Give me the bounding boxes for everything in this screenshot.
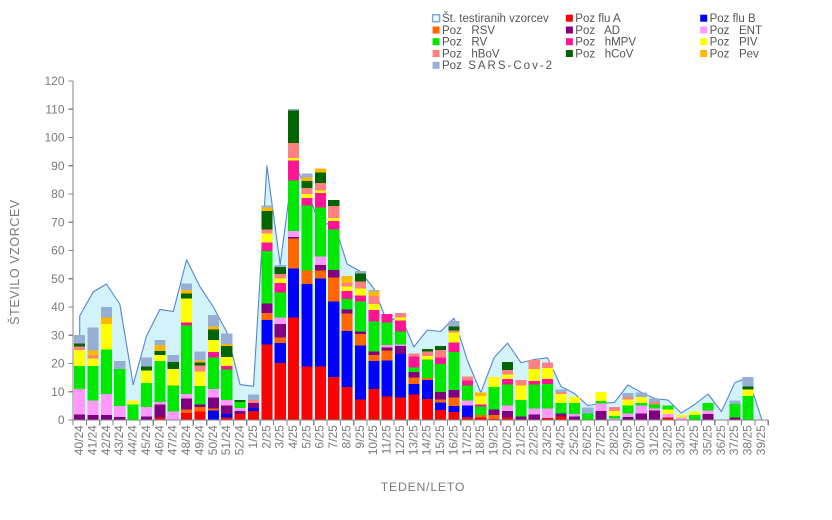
svg-text:30: 30 xyxy=(51,328,65,342)
svg-text:25/25: 25/25 xyxy=(567,425,581,455)
svg-text:48/24: 48/24 xyxy=(179,425,193,455)
svg-text:15/25: 15/25 xyxy=(433,425,447,455)
svg-text:Poz PIV: Poz PIV xyxy=(710,37,758,49)
svg-text:35/25: 35/25 xyxy=(701,425,715,455)
svg-text:33/25: 33/25 xyxy=(674,425,688,455)
svg-text:23/25: 23/25 xyxy=(540,425,554,455)
svg-text:110: 110 xyxy=(45,102,64,116)
svg-text:10/25: 10/25 xyxy=(366,425,380,455)
svg-text:10: 10 xyxy=(51,385,65,399)
svg-text:3/25: 3/25 xyxy=(273,425,287,449)
svg-text:38/25: 38/25 xyxy=(741,425,755,455)
svg-text:100: 100 xyxy=(44,131,64,145)
svg-text:47/24: 47/24 xyxy=(166,425,180,455)
svg-text:Poz RV: Poz RV xyxy=(442,37,487,49)
svg-text:16/25: 16/25 xyxy=(446,425,460,455)
svg-text:18/25: 18/25 xyxy=(473,425,487,455)
svg-text:7/25: 7/25 xyxy=(326,425,340,449)
svg-text:60: 60 xyxy=(51,244,65,258)
svg-text:8/25: 8/25 xyxy=(340,425,354,449)
svg-text:Poz RSV: Poz RSV xyxy=(442,25,495,37)
svg-text:0: 0 xyxy=(58,413,65,427)
svg-text:Poz SARS-Cov-2: Poz SARS-Cov-2 xyxy=(442,60,554,72)
svg-text:ŠTEVILO VZORCEV: ŠTEVILO VZORCEV xyxy=(7,199,22,325)
svg-text:Poz flu B: Poz flu B xyxy=(710,13,756,25)
svg-text:43/24: 43/24 xyxy=(112,425,126,455)
svg-text:39/25: 39/25 xyxy=(754,425,768,455)
svg-text:19/25: 19/25 xyxy=(487,425,501,455)
svg-text:Poz hMPV: Poz hMPV xyxy=(575,37,636,49)
svg-text:2/25: 2/25 xyxy=(259,425,273,449)
svg-text:Št. testiranih vzorcev: Št. testiranih vzorcev xyxy=(442,12,549,25)
svg-text:Poz ENT: Poz ENT xyxy=(710,25,762,37)
svg-text:49/24: 49/24 xyxy=(192,425,206,455)
svg-text:14/25: 14/25 xyxy=(420,425,434,455)
svg-text:20: 20 xyxy=(51,357,65,371)
svg-text:22/25: 22/25 xyxy=(527,425,541,455)
svg-text:6/25: 6/25 xyxy=(313,425,327,449)
svg-text:1/25: 1/25 xyxy=(246,425,260,449)
svg-text:51/24: 51/24 xyxy=(219,425,233,455)
svg-text:TEDEN/LETO: TEDEN/LETO xyxy=(381,480,466,494)
svg-text:40/24: 40/24 xyxy=(72,425,86,455)
svg-text:31/25: 31/25 xyxy=(647,425,661,455)
svg-text:12/25: 12/25 xyxy=(393,425,407,455)
svg-text:42/24: 42/24 xyxy=(99,425,113,455)
svg-text:45/24: 45/24 xyxy=(139,425,153,455)
svg-text:70: 70 xyxy=(51,215,65,229)
svg-text:11/25: 11/25 xyxy=(380,425,394,454)
svg-text:29/25: 29/25 xyxy=(620,425,634,455)
svg-text:90: 90 xyxy=(51,159,65,173)
svg-text:17/25: 17/25 xyxy=(460,425,474,455)
svg-text:46/24: 46/24 xyxy=(152,425,166,455)
svg-text:28/25: 28/25 xyxy=(607,425,621,455)
svg-text:41/24: 41/24 xyxy=(86,425,100,455)
svg-text:13/25: 13/25 xyxy=(406,425,420,455)
svg-text:80: 80 xyxy=(51,187,65,201)
svg-text:Poz AD: Poz AD xyxy=(575,25,620,37)
svg-text:9/25: 9/25 xyxy=(353,425,367,449)
svg-text:37/25: 37/25 xyxy=(727,425,741,455)
svg-text:32/25: 32/25 xyxy=(660,425,674,455)
svg-text:4/25: 4/25 xyxy=(286,425,300,449)
svg-text:40: 40 xyxy=(51,300,65,314)
svg-text:5/25: 5/25 xyxy=(299,425,313,449)
svg-text:50/24: 50/24 xyxy=(206,425,220,455)
svg-text:36/25: 36/25 xyxy=(714,425,728,455)
svg-text:34/25: 34/25 xyxy=(687,425,701,455)
svg-text:120: 120 xyxy=(44,74,64,88)
svg-text:52/24: 52/24 xyxy=(233,425,247,455)
svg-text:30/25: 30/25 xyxy=(634,425,648,455)
svg-text:44/24: 44/24 xyxy=(126,425,140,455)
svg-text:26/25: 26/25 xyxy=(580,425,594,455)
svg-text:21/25: 21/25 xyxy=(513,425,527,455)
svg-text:50: 50 xyxy=(51,272,65,286)
svg-text:Poz hCoV: Poz hCoV xyxy=(575,48,633,60)
svg-text:20/25: 20/25 xyxy=(500,425,514,455)
svg-text:24/25: 24/25 xyxy=(553,425,567,455)
svg-text:Poz flu A: Poz flu A xyxy=(575,13,621,25)
svg-text:27/25: 27/25 xyxy=(594,425,608,455)
svg-text:Poz Pev: Poz Pev xyxy=(710,48,759,60)
svg-text:Poz hBoV: Poz hBoV xyxy=(442,48,500,60)
